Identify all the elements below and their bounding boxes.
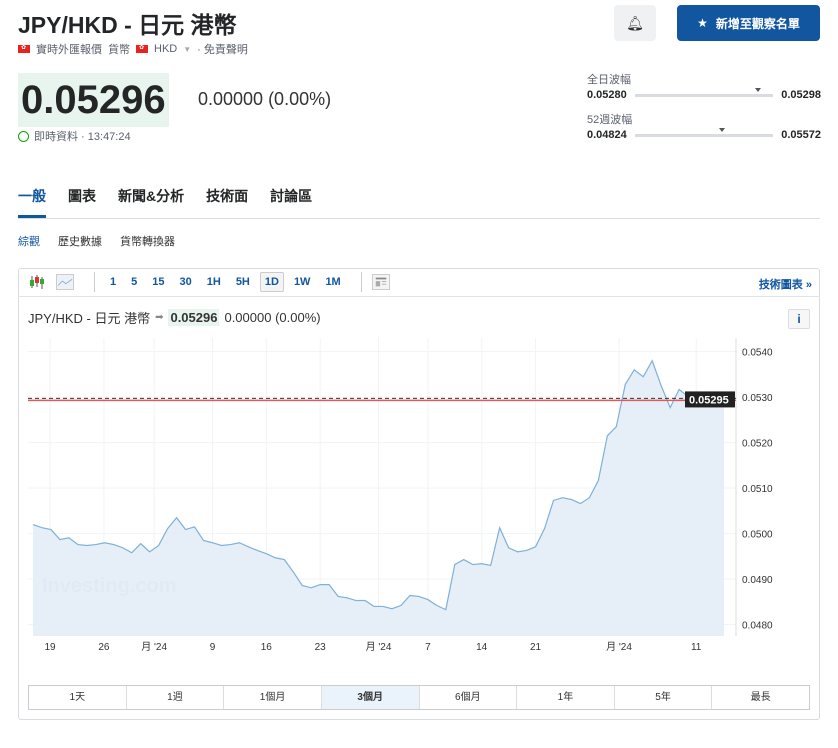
price-change: 0.00000 (0.00%) — [198, 89, 332, 109]
tab-forum[interactable]: 討論區 — [270, 188, 313, 204]
day-high: 0.05298 — [781, 89, 821, 101]
day-range-marker — [755, 87, 761, 92]
disclaimer-link[interactable]: · 免責聲明 — [197, 44, 248, 56]
period-max[interactable]: 最長 — [750, 692, 771, 703]
chart-container — [18, 268, 820, 720]
hk-flag-icon — [136, 44, 148, 53]
y-tick-label: 0.0510 — [742, 484, 773, 495]
clock-icon — [18, 130, 29, 142]
page-title: JPY/HKD - 日元 港幣 — [18, 12, 237, 38]
chart-title: JPY/HKD - 日元 港幣 ➡ 0.05296 0.00000 (0.00%… — [28, 308, 321, 327]
interval-1[interactable]: 1 — [110, 276, 117, 288]
x-tick-label: 月 '24 — [366, 641, 392, 653]
interval-1w[interactable]: 1W — [293, 276, 311, 288]
x-tick-label: 月 '24 — [606, 641, 632, 653]
interval-1h[interactable]: 1H — [206, 276, 221, 288]
x-tick-label: 14 — [476, 642, 488, 653]
subtab-history[interactable]: 歷史數據 — [58, 236, 102, 248]
day-range-bar — [634, 87, 774, 97]
chart-toolbar: 1 5 15 30 1H 5H 1D 1W 1M 技術圖表 » — [18, 268, 820, 297]
period-5y[interactable]: 5年 — [615, 686, 713, 709]
tab-technical[interactable]: 技術面 — [206, 188, 249, 204]
time-label: 即時資料 · 13:47:24 — [34, 131, 131, 143]
52wk-range-bar — [634, 127, 774, 137]
current-price-badge — [685, 391, 735, 408]
x-tick-label: 23 — [315, 642, 327, 653]
currency-label: 貨幣 — [108, 44, 130, 56]
tab-news[interactable]: 新聞&分析 — [118, 188, 185, 204]
52wk-range-marker — [719, 127, 725, 132]
hk-flag-icon — [18, 44, 30, 53]
y-tick-label: 0.0500 — [742, 530, 773, 541]
period-1m[interactable]: 1個月 — [224, 686, 322, 709]
price-chart[interactable]: 0.0540 0.0530 0.0520 0.0510 0.0500 0.0490 0.04… — [0, 330, 838, 660]
period-1y[interactable]: 1年 — [517, 686, 615, 709]
quote-meta: 實時外匯報價 貨幣 HKD ▼ · 免責聲明 — [18, 41, 248, 57]
day-low: 0.05280 — [587, 89, 627, 101]
area-fill — [33, 360, 724, 636]
period-1d[interactable]: 1天 — [29, 686, 127, 709]
y-tick-label: 0.0480 — [742, 621, 773, 632]
x-tick-label: 月 '24 — [141, 641, 167, 653]
quote-time: 即時資料 · 13:47:24 — [18, 128, 131, 144]
watchlist-label: 新增至觀察名單 — [715, 16, 800, 31]
y-tick-label: 0.0540 — [742, 348, 773, 359]
sub-tabs: 綜觀 歷史數據 貨幣轉換器 — [18, 233, 175, 249]
currency-selector[interactable]: HKD — [154, 43, 178, 55]
chevron-down-icon[interactable]: ▼ — [183, 44, 192, 54]
current-price-label: 0.05295 — [689, 394, 729, 406]
info-button[interactable]: i — [788, 309, 810, 329]
arrow-right-icon: ➡ — [155, 312, 164, 323]
candlestick-icon[interactable] — [28, 274, 46, 290]
subtab-converter[interactable]: 貨幣轉換器 — [120, 236, 175, 248]
bell-plus-icon: 🔔︎ — [626, 14, 644, 31]
interval-1d[interactable]: 1D — [259, 272, 284, 292]
star-icon: ★ — [697, 16, 708, 30]
x-tick-label: 11 — [691, 642, 702, 653]
period-3m[interactable]: 3個月 — [321, 686, 420, 709]
52wk-high: 0.05572 — [781, 129, 821, 141]
y-tick-label: 0.0520 — [742, 439, 773, 450]
period-1w[interactable]: 1週 — [127, 686, 225, 709]
interval-30[interactable]: 30 — [179, 276, 192, 288]
technical-chart-link[interactable]: 技術圖表 » — [758, 279, 812, 291]
add-to-watchlist-button[interactable]: ★ 新增至觀察名單 — [677, 5, 820, 41]
x-tick-label: 7 — [425, 642, 431, 653]
day-range: 全日波幅 0.05280 0.05298 — [587, 71, 821, 101]
tab-chart[interactable]: 圖表 — [68, 188, 96, 204]
divider — [94, 272, 95, 292]
tab-general[interactable]: 一般 — [18, 186, 46, 218]
price-line — [32, 359, 725, 611]
period-6m[interactable]: 6個月 — [420, 686, 518, 709]
x-tick-label: 16 — [261, 642, 273, 653]
x-tick-label: 19 — [44, 642, 56, 653]
x-tick-label: 26 — [98, 642, 110, 653]
x-tick-label: 9 — [210, 642, 216, 653]
x-tick-label: 21 — [530, 642, 542, 653]
interval-5h[interactable]: 5H — [235, 276, 250, 288]
price-alert-button[interactable]: 🔔︎ — [614, 5, 656, 41]
interval-5[interactable]: 5 — [131, 276, 138, 288]
interval-15[interactable]: 15 — [152, 276, 165, 288]
interval-1m[interactable]: 1M — [325, 276, 341, 288]
last-price: 0.05296 — [18, 73, 169, 127]
chart-price: 0.05296 — [168, 309, 220, 326]
y-tick-label: 0.0530 — [742, 393, 773, 404]
chart-change: 0.00000 (0.00%) — [224, 310, 321, 325]
day-range-label: 全日波幅 — [587, 74, 631, 86]
divider — [360, 272, 362, 292]
y-tick-label: 0.0490 — [742, 575, 773, 586]
area-chart-icon[interactable] — [56, 274, 74, 290]
layout-icon[interactable] — [371, 274, 390, 290]
52wk-range-label: 52週波幅 — [587, 114, 633, 126]
subtab-overview[interactable]: 綜觀 — [18, 236, 40, 248]
chart-instrument-name: JPY/HKD - 日元 港幣 — [28, 311, 151, 326]
main-tabs: 一般 圖表 新聞&分析 技術面 討論區 — [18, 186, 820, 219]
52wk-low: 0.04824 — [587, 129, 627, 141]
realtime-label: 實時外匯報價 — [36, 44, 102, 56]
period-selector: 1天 1週 1個月 3個月 6個月 1年 5年 最長 — [28, 685, 810, 710]
52wk-range: 52週波幅 0.04824 0.05572 — [587, 111, 821, 141]
